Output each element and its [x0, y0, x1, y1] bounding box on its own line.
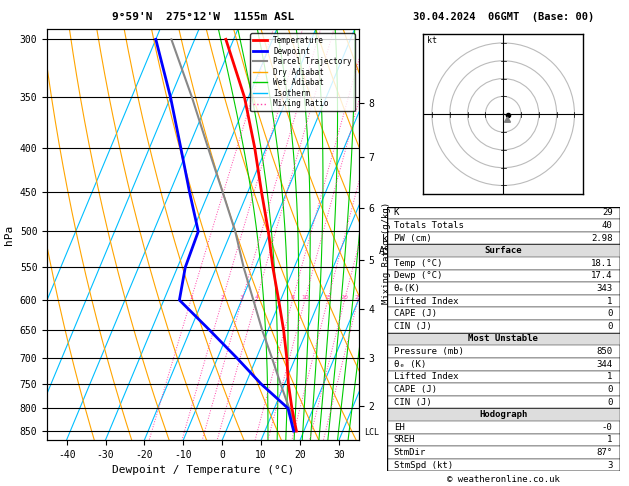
Text: 0: 0	[607, 398, 613, 407]
Bar	[387, 446, 620, 459]
Text: K: K	[394, 208, 399, 217]
Bar	[387, 207, 620, 219]
Text: 8: 8	[291, 295, 294, 300]
Bar	[387, 282, 620, 295]
Text: kt: kt	[426, 36, 437, 45]
Text: Dewp (°C): Dewp (°C)	[394, 271, 442, 280]
Bar	[387, 257, 620, 270]
Text: 25: 25	[354, 295, 362, 300]
Text: EH: EH	[394, 423, 404, 432]
Text: Temp (°C): Temp (°C)	[394, 259, 442, 268]
Text: 2: 2	[221, 295, 225, 300]
Text: 15: 15	[324, 295, 331, 300]
Text: 343: 343	[596, 284, 613, 293]
Text: 30.04.2024  06GMT  (Base: 00): 30.04.2024 06GMT (Base: 00)	[413, 12, 594, 22]
Text: 850: 850	[596, 347, 613, 356]
Text: Hodograph: Hodograph	[479, 410, 527, 419]
Bar	[387, 383, 620, 396]
Bar	[387, 358, 620, 370]
Text: Mixing Ratio (g/kg): Mixing Ratio (g/kg)	[382, 202, 391, 304]
Text: θₑ(K): θₑ(K)	[394, 284, 421, 293]
Text: Pressure (mb): Pressure (mb)	[394, 347, 464, 356]
Text: PW (cm): PW (cm)	[394, 234, 431, 243]
Text: StmDir: StmDir	[394, 448, 426, 457]
Text: θₑ (K): θₑ (K)	[394, 360, 426, 369]
Text: Totals Totals: Totals Totals	[394, 221, 464, 230]
Legend: Temperature, Dewpoint, Parcel Trajectory, Dry Adiabat, Wet Adiabat, Isotherm, Mi: Temperature, Dewpoint, Parcel Trajectory…	[250, 33, 355, 111]
Bar	[387, 270, 620, 282]
Text: 0: 0	[607, 385, 613, 394]
Text: 1: 1	[607, 296, 613, 306]
Text: 344: 344	[596, 360, 613, 369]
Text: Lifted Index: Lifted Index	[394, 372, 459, 382]
Text: SREH: SREH	[394, 435, 415, 444]
Text: CAPE (J): CAPE (J)	[394, 385, 437, 394]
Text: 3: 3	[607, 461, 613, 469]
Bar	[387, 459, 620, 471]
Text: 4: 4	[254, 295, 259, 300]
Text: Most Unstable: Most Unstable	[468, 334, 538, 344]
Text: 1: 1	[607, 435, 613, 444]
Bar	[387, 333, 620, 345]
Text: 20: 20	[341, 295, 348, 300]
Bar	[387, 421, 620, 434]
Text: CAPE (J): CAPE (J)	[394, 309, 437, 318]
Bar	[387, 232, 620, 244]
Y-axis label: km
ASL: km ASL	[379, 235, 397, 256]
Bar	[387, 396, 620, 408]
Text: 29: 29	[602, 208, 613, 217]
Text: 2.98: 2.98	[591, 234, 613, 243]
Y-axis label: hPa: hPa	[4, 225, 14, 244]
Text: © weatheronline.co.uk: © weatheronline.co.uk	[447, 474, 560, 484]
Text: 1: 1	[607, 372, 613, 382]
Bar	[387, 370, 620, 383]
Text: 0: 0	[607, 309, 613, 318]
Bar	[387, 320, 620, 333]
Bar	[387, 434, 620, 446]
Text: CIN (J): CIN (J)	[394, 398, 431, 407]
Text: 9°59'N  275°12'W  1155m ASL: 9°59'N 275°12'W 1155m ASL	[112, 12, 294, 22]
Text: -0: -0	[602, 423, 613, 432]
Text: 18.1: 18.1	[591, 259, 613, 268]
Text: 0: 0	[607, 322, 613, 331]
Text: 87°: 87°	[596, 448, 613, 457]
Bar	[387, 219, 620, 232]
Text: Surface: Surface	[484, 246, 522, 255]
Text: StmSpd (kt): StmSpd (kt)	[394, 461, 453, 469]
Text: Lifted Index: Lifted Index	[394, 296, 459, 306]
Text: 10: 10	[301, 295, 309, 300]
Text: CIN (J): CIN (J)	[394, 322, 431, 331]
Bar	[387, 244, 620, 257]
X-axis label: Dewpoint / Temperature (°C): Dewpoint / Temperature (°C)	[112, 465, 294, 475]
Text: LCL: LCL	[364, 428, 379, 437]
Text: 17.4: 17.4	[591, 271, 613, 280]
Bar	[387, 408, 620, 421]
Text: 3: 3	[240, 295, 244, 300]
Bar	[387, 308, 620, 320]
Text: 1: 1	[189, 295, 193, 300]
Text: 40: 40	[602, 221, 613, 230]
Bar	[387, 345, 620, 358]
Bar	[387, 295, 620, 308]
